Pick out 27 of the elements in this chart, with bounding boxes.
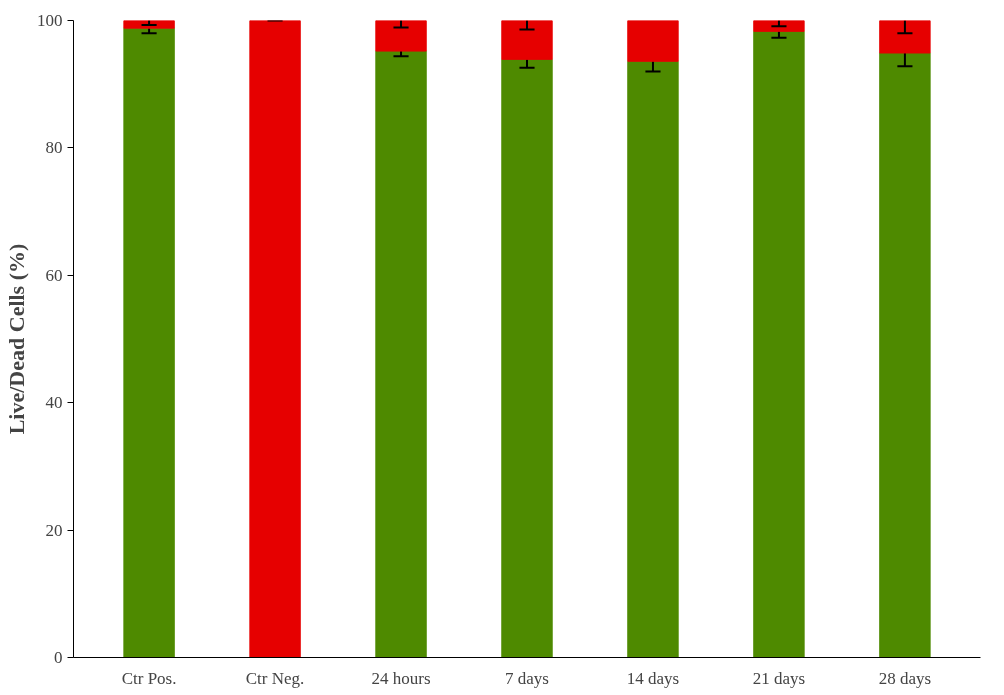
bar	[375, 20, 427, 52]
bar	[627, 60, 679, 658]
bar	[753, 20, 805, 32]
bar	[753, 30, 805, 658]
bar	[879, 20, 931, 54]
y-tick-label: 60	[45, 265, 63, 285]
bar	[501, 20, 553, 60]
y-axis-title: Live/Dead Cells (%)	[4, 243, 29, 435]
y-tick-label: 0	[54, 648, 63, 667]
x-tick-label: 24 hours	[371, 668, 431, 688]
y-tick-label: 40	[45, 393, 63, 413]
x-tick-label: 28 days	[878, 668, 932, 688]
bar	[123, 27, 175, 658]
bar	[501, 58, 553, 658]
x-tick-label: Ctr Neg.	[245, 668, 305, 688]
bar	[879, 52, 931, 658]
y-tick-label: 20	[45, 520, 63, 540]
x-tick-label: Ctr Pos.	[121, 668, 177, 688]
bar	[627, 20, 679, 62]
x-tick-label: 21 days	[752, 668, 806, 688]
y-tick-label: 100	[37, 11, 63, 30]
bar	[375, 50, 427, 658]
bar	[123, 20, 175, 29]
bar	[249, 20, 301, 658]
x-tick-label: 14 days	[626, 668, 680, 688]
x-tick-label: 7 days	[505, 668, 549, 688]
y-tick-label: 80	[45, 138, 63, 158]
